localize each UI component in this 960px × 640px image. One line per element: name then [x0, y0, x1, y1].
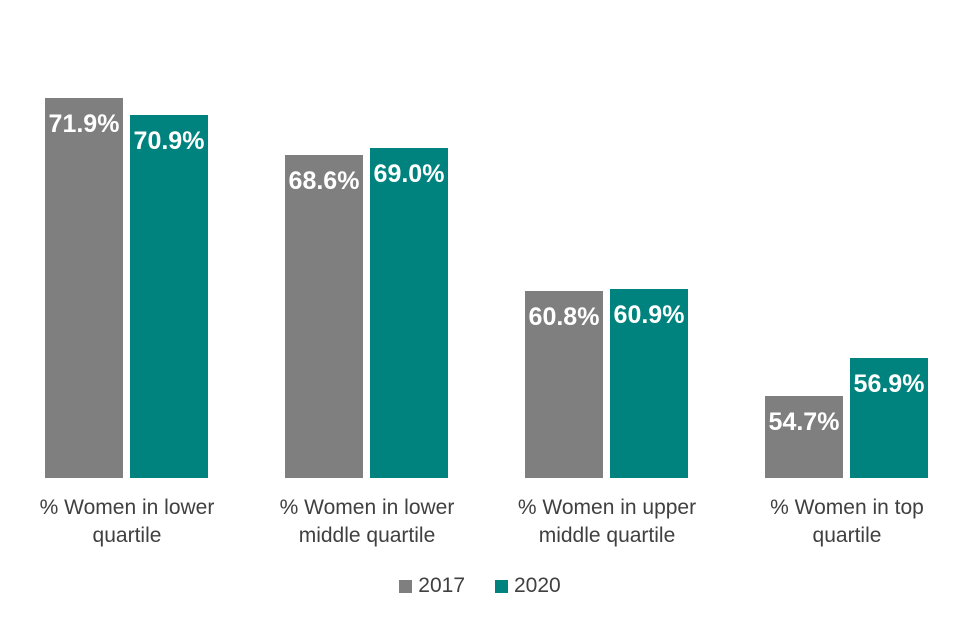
bar-2020-group3: 60.9% [610, 289, 688, 478]
bar-value-label: 68.6% [288, 167, 360, 195]
bar-value-label: 56.9% [853, 370, 925, 398]
bar-value-label: 70.9% [133, 127, 205, 155]
x-axis-category-label: % Women in lower quartile [39, 496, 215, 547]
bar-2017-group2: 68.6% [285, 155, 363, 478]
x-axis-category-label: % Women in lower middle quartile [279, 496, 455, 547]
bar-value-label: 60.9% [613, 301, 685, 329]
x-axis-category-label: % Women in upper middle quartile [517, 496, 697, 547]
x-axis-category-label: % Women in top quartile [770, 496, 924, 547]
bar-value-label: 71.9% [48, 110, 120, 138]
bar-2017-group3: 60.8% [525, 291, 603, 478]
legend-label-2020: 2020 [514, 574, 561, 597]
legend-label-2017: 2017 [418, 574, 465, 597]
bar-2017-group1: 71.9% [45, 98, 123, 478]
bar-value-label: 60.8% [528, 303, 600, 331]
bar-value-label: 54.7% [768, 408, 840, 436]
legend: 2017 2020 [0, 574, 960, 598]
bar-value-label: 69.0% [373, 160, 445, 188]
bar-2017-group4: 54.7% [765, 396, 843, 478]
bar-2020-group4: 56.9% [850, 358, 928, 478]
bar-2020-group2: 69.0% [370, 148, 448, 478]
legend-item-2020: 2020 [495, 574, 561, 598]
bar-2020-group1: 70.9% [130, 115, 208, 478]
legend-item-2017: 2017 [399, 574, 465, 598]
legend-swatch-2017-icon [399, 579, 413, 593]
legend-swatch-2020-icon [495, 579, 508, 593]
